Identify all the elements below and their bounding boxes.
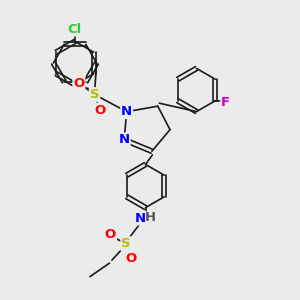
Text: S: S (121, 237, 131, 250)
Text: S: S (90, 88, 99, 101)
Text: N: N (118, 133, 130, 146)
Text: H: H (144, 211, 156, 224)
Text: O: O (73, 76, 85, 90)
Text: N: N (134, 212, 146, 225)
Text: N: N (121, 105, 132, 118)
Text: O: O (126, 251, 137, 265)
Text: O: O (105, 228, 116, 241)
Text: Cl: Cl (68, 22, 82, 36)
Text: F: F (221, 96, 230, 109)
Text: O: O (94, 103, 106, 117)
